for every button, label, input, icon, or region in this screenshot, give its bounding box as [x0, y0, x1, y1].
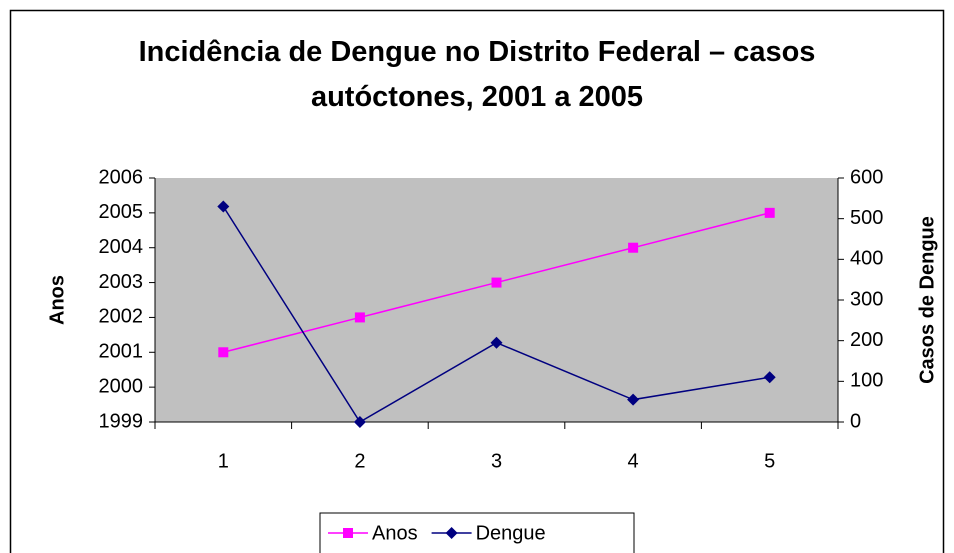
marker: [217, 200, 230, 213]
plot-area: [155, 178, 838, 422]
y-tick-label: 2003: [99, 271, 144, 293]
x-tick-label: 2: [354, 450, 365, 472]
y2-tick-label: 600: [850, 166, 883, 188]
y2-tick-label: 200: [850, 329, 883, 351]
y2-tick-label: 500: [850, 207, 883, 229]
y2-tick-label: 300: [850, 288, 883, 310]
marker: [490, 336, 503, 349]
y-tick-label: 2002: [99, 306, 144, 328]
marker: [354, 312, 365, 323]
marker: [764, 207, 775, 218]
y2-axis-title: Casos de Dengue: [916, 216, 938, 384]
x-tick-label: 1: [218, 450, 229, 472]
legend-label: Dengue: [476, 522, 546, 544]
x-tick-label: 5: [764, 450, 775, 472]
y-tick-label: 2004: [99, 236, 144, 258]
marker: [628, 242, 639, 253]
y2-tick-label: 100: [850, 370, 883, 392]
marker: [353, 416, 366, 428]
y-tick-label: 2005: [99, 201, 144, 223]
chart-title: Incidência de Dengue no Distrito Federal…: [138, 36, 816, 113]
y-tick-label: 2006: [99, 166, 144, 188]
marker: [627, 393, 640, 406]
y2-tick-label: 400: [850, 248, 883, 270]
marker: [491, 277, 502, 288]
x-tick-label: 4: [628, 450, 639, 472]
marker: [445, 527, 458, 539]
y-axis-title: Anos: [46, 275, 68, 325]
marker: [218, 347, 229, 358]
y-tick-label: 2000: [99, 375, 144, 397]
x-tick-label: 3: [491, 450, 502, 472]
y-tick-label: 1999: [99, 410, 144, 432]
marker: [763, 371, 776, 384]
y2-tick-label: 0: [850, 410, 861, 432]
legend-box: [319, 512, 635, 553]
legend-label: Anos: [372, 522, 418, 544]
y-tick-label: 2001: [99, 341, 144, 363]
marker: [343, 528, 353, 538]
